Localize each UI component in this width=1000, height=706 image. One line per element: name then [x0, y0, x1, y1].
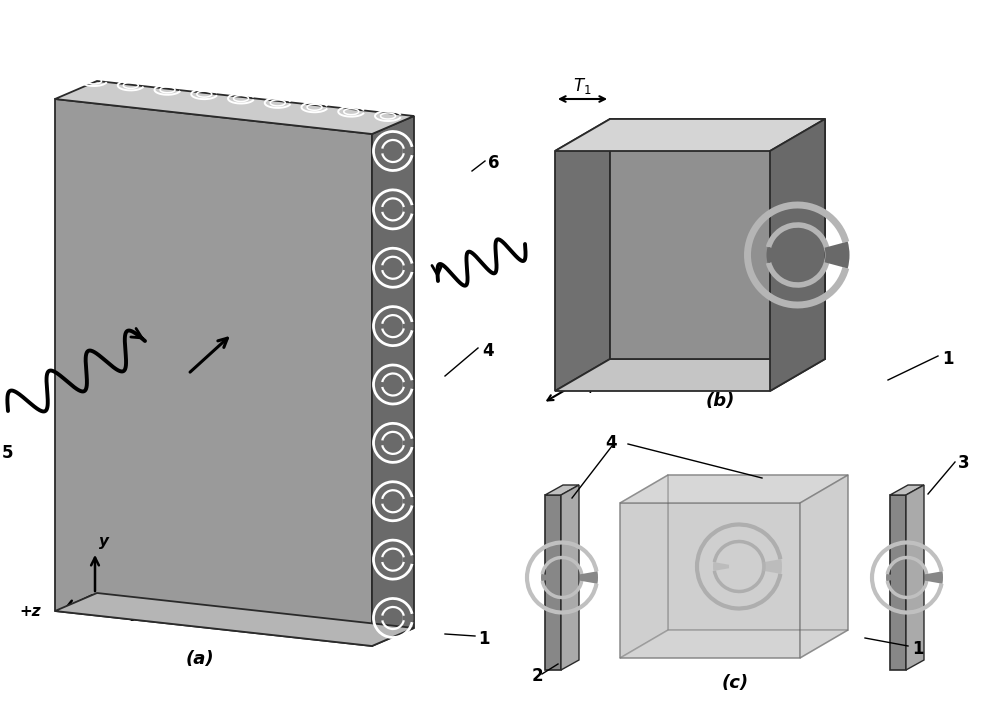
Text: $P$: $P$ [588, 379, 600, 397]
Polygon shape [800, 475, 848, 658]
Text: $T_1$: $T_1$ [573, 76, 592, 96]
Wedge shape [925, 571, 943, 584]
Text: 3: 3 [958, 454, 970, 472]
Text: (a): (a) [186, 650, 214, 668]
Wedge shape [825, 241, 850, 268]
Polygon shape [545, 495, 561, 670]
Polygon shape [55, 593, 414, 646]
Wedge shape [382, 148, 390, 153]
Wedge shape [403, 614, 414, 622]
Text: 4: 4 [482, 342, 494, 360]
Wedge shape [382, 265, 390, 270]
Text: 5: 5 [2, 444, 14, 462]
Wedge shape [382, 382, 390, 387]
Wedge shape [382, 616, 390, 621]
Wedge shape [403, 438, 414, 447]
Polygon shape [620, 475, 848, 503]
Polygon shape [620, 475, 668, 658]
Polygon shape [561, 485, 579, 670]
Text: 1: 1 [942, 350, 954, 368]
Wedge shape [382, 207, 390, 212]
Wedge shape [541, 574, 554, 581]
Polygon shape [610, 119, 825, 359]
Wedge shape [382, 499, 390, 503]
Polygon shape [372, 116, 414, 646]
Wedge shape [382, 441, 390, 445]
Wedge shape [403, 381, 414, 389]
Text: 2: 2 [532, 667, 544, 685]
Wedge shape [403, 147, 414, 155]
Text: 1: 1 [912, 640, 923, 658]
Text: +z: +z [19, 604, 41, 619]
Wedge shape [403, 322, 414, 330]
Wedge shape [762, 559, 782, 574]
Polygon shape [906, 485, 924, 670]
Polygon shape [55, 81, 414, 134]
Text: x: x [131, 609, 141, 624]
Polygon shape [620, 503, 800, 658]
Wedge shape [382, 324, 390, 328]
Text: y: y [99, 534, 109, 549]
Polygon shape [668, 475, 848, 630]
Text: (b): (b) [705, 392, 735, 410]
Polygon shape [890, 485, 924, 495]
Wedge shape [382, 557, 390, 562]
Wedge shape [767, 247, 786, 263]
Text: 1: 1 [478, 630, 490, 648]
Wedge shape [713, 562, 729, 571]
Wedge shape [403, 205, 414, 214]
Polygon shape [545, 485, 579, 495]
Wedge shape [886, 574, 899, 581]
Wedge shape [403, 263, 414, 272]
Polygon shape [555, 119, 610, 391]
Polygon shape [770, 119, 825, 391]
Polygon shape [555, 119, 825, 151]
Wedge shape [403, 497, 414, 505]
Polygon shape [55, 99, 372, 646]
Wedge shape [580, 571, 598, 584]
Text: (c): (c) [721, 674, 749, 692]
Wedge shape [403, 556, 414, 564]
Polygon shape [620, 630, 848, 658]
Text: 6: 6 [488, 154, 500, 172]
Polygon shape [555, 359, 825, 391]
Polygon shape [890, 495, 906, 670]
Text: 4: 4 [605, 434, 617, 452]
